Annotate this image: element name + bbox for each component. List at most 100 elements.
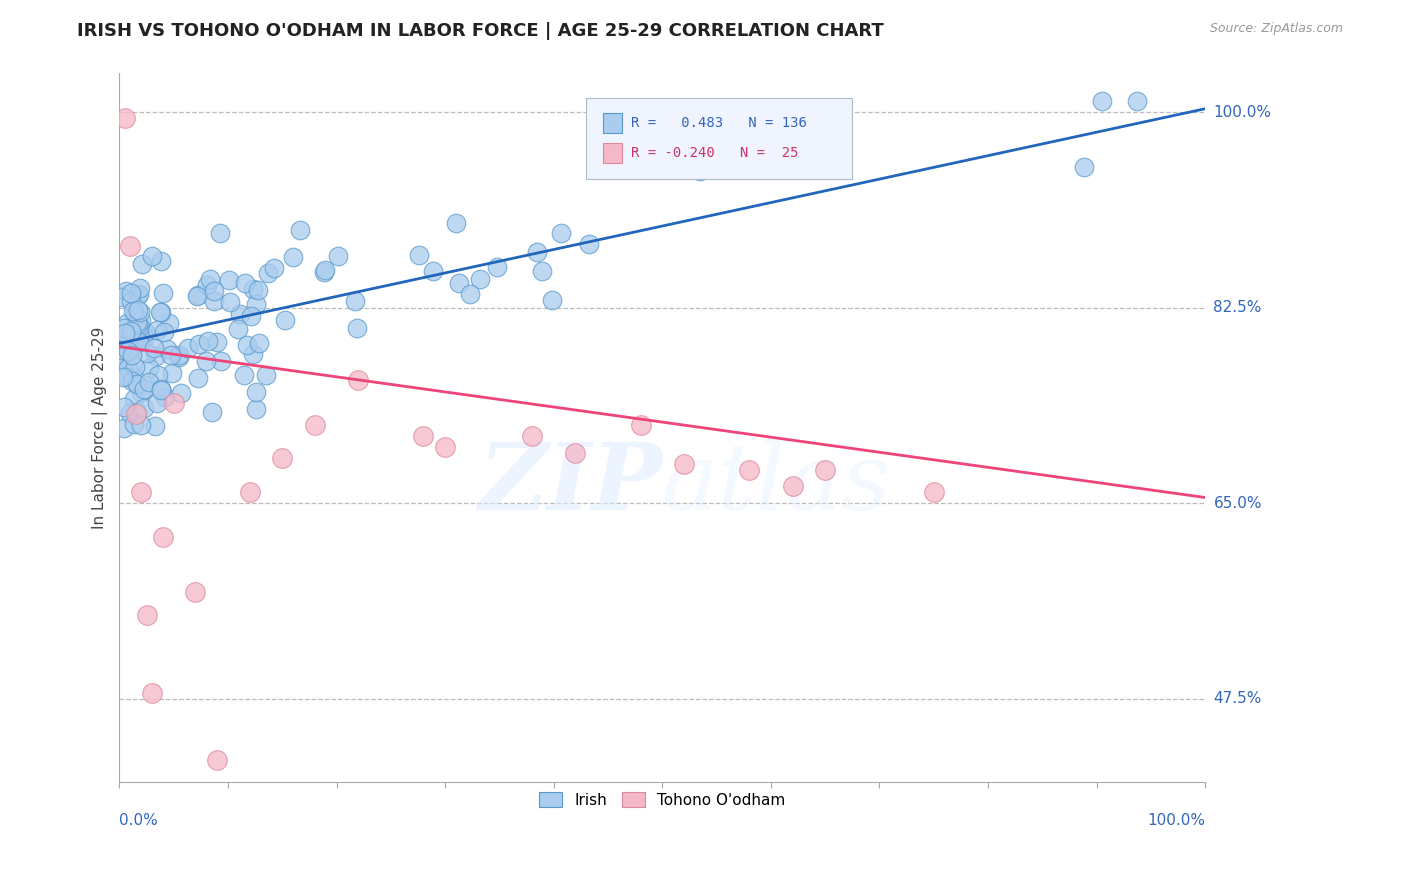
Point [128, 334, 150, 349]
Point [124, 392, 146, 406]
Point [121, 324, 143, 338]
Point [745, 133, 768, 147]
Point [146, 323, 169, 337]
Point [245, 401, 267, 416]
Point [485, 260, 508, 275]
Point [128, 286, 150, 301]
Point [128, 319, 150, 334]
Point [135, 607, 157, 622]
Point [290, 223, 312, 237]
Point [117, 316, 139, 330]
Point [121, 374, 143, 388]
Point [226, 322, 249, 336]
Point [195, 354, 218, 368]
Point [120, 239, 142, 253]
Point [136, 346, 159, 360]
Text: 82.5%: 82.5% [1213, 300, 1261, 315]
Point [273, 312, 295, 326]
Point [184, 585, 207, 599]
Text: R = -0.240   N =  25: R = -0.240 N = 25 [631, 146, 799, 161]
Point [127, 377, 149, 392]
Point [247, 336, 270, 351]
Point [148, 368, 170, 382]
Point [111, 351, 134, 366]
Point [177, 341, 200, 355]
Point [112, 321, 135, 335]
Point [141, 686, 163, 700]
Point [239, 484, 262, 499]
Point [195, 277, 218, 292]
Point [240, 310, 263, 324]
Point [146, 396, 169, 410]
Point [344, 294, 367, 309]
Point [122, 304, 145, 318]
Point [236, 338, 259, 352]
Point [132, 401, 155, 416]
Point [157, 316, 180, 330]
Point [112, 400, 135, 414]
Point [564, 446, 586, 460]
Point [242, 347, 264, 361]
Point [550, 227, 572, 241]
Point [447, 276, 470, 290]
Point [200, 271, 222, 285]
Point [187, 371, 209, 385]
Point [202, 294, 225, 309]
Point [112, 420, 135, 434]
Point [520, 429, 543, 443]
Point [124, 308, 146, 322]
Point [152, 530, 174, 544]
Point [153, 390, 176, 404]
FancyBboxPatch shape [586, 98, 852, 179]
Point [197, 334, 219, 348]
Point [156, 342, 179, 356]
Point [169, 348, 191, 362]
Point [163, 395, 186, 409]
Point [143, 341, 166, 355]
Text: atlas: atlas [662, 440, 891, 530]
Point [245, 297, 267, 311]
Point [141, 250, 163, 264]
Point [120, 341, 142, 355]
Point [922, 484, 945, 499]
Point [312, 265, 335, 279]
Text: 100.0%: 100.0% [1213, 104, 1271, 120]
Point [526, 245, 548, 260]
Point [326, 249, 349, 263]
Point [128, 281, 150, 295]
Text: ZIP: ZIP [478, 440, 662, 530]
Legend: Irish, Tohono O'odham: Irish, Tohono O'odham [533, 786, 792, 814]
Point [127, 288, 149, 302]
Point [283, 250, 305, 264]
Point [129, 417, 152, 432]
Point [738, 462, 761, 476]
Point [246, 283, 269, 297]
Point [134, 326, 156, 340]
Point [162, 366, 184, 380]
Point [229, 307, 252, 321]
Text: 100.0%: 100.0% [1147, 813, 1205, 828]
Point [530, 264, 553, 278]
Point [121, 349, 143, 363]
Point [346, 321, 368, 335]
Text: IRISH VS TOHONO O'ODHAM IN LABOR FORCE | AGE 25-29 CORRELATION CHART: IRISH VS TOHONO O'ODHAM IN LABOR FORCE |… [77, 22, 884, 40]
Point [138, 360, 160, 375]
Point [125, 407, 148, 421]
Point [219, 294, 242, 309]
Point [134, 325, 156, 339]
Point [149, 305, 172, 319]
FancyBboxPatch shape [603, 113, 621, 133]
Point [232, 368, 254, 382]
Point [110, 343, 132, 358]
Text: Source: ZipAtlas.com: Source: ZipAtlas.com [1209, 22, 1343, 36]
Text: 0.0%: 0.0% [120, 813, 159, 828]
Point [132, 330, 155, 344]
Y-axis label: In Labor Force | Age 25-29: In Labor Force | Age 25-29 [93, 326, 108, 529]
Point [110, 290, 132, 304]
Point [254, 368, 277, 382]
Point [129, 305, 152, 319]
Point [256, 266, 278, 280]
Point [127, 302, 149, 317]
Point [470, 272, 492, 286]
Point [114, 326, 136, 341]
